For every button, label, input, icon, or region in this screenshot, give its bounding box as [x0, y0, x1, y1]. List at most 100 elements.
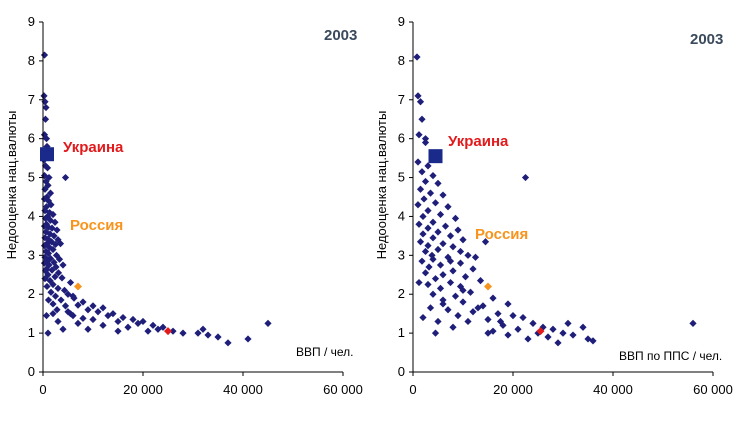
right-data-point: [509, 312, 517, 320]
right-x-ticks: 0 20 000 40 000 60 000: [409, 372, 733, 397]
left-x-tick-label: 20 000: [123, 382, 163, 397]
left-data-point: [49, 245, 57, 254]
right-data-point: [439, 191, 447, 199]
left-data-point: [244, 335, 252, 343]
left-y-axis-label: Недооценка нац.валюты: [4, 111, 19, 260]
left-data-point: [129, 315, 137, 324]
right-data-point: [464, 317, 472, 326]
left-data-point: [79, 298, 87, 306]
right-y-axis-label: Недооценка нац.валюты: [374, 111, 389, 260]
left-y-tick-label: 2: [28, 286, 35, 301]
right-data-point: [414, 158, 422, 166]
right-data-point: [439, 296, 447, 304]
left-data-point: [79, 314, 87, 322]
right-data-point: [425, 263, 433, 271]
right-data-point: [474, 304, 482, 312]
left-data-point: [43, 257, 52, 265]
left-data-point: [66, 278, 75, 287]
left-data-point: [69, 312, 77, 320]
left-data-point: [59, 261, 67, 269]
left-ukraine-point: [40, 147, 54, 162]
right-y-tick-label: 1: [398, 325, 405, 340]
right-data-point: [439, 300, 447, 308]
right-points: [413, 53, 697, 347]
left-points: [40, 51, 272, 347]
right-data-point: [424, 242, 432, 250]
left-data-point: [69, 292, 77, 300]
left-data-point: [49, 280, 57, 289]
right-data-point: [529, 319, 537, 327]
left-data-point: [41, 267, 50, 275]
left-data-point: [89, 302, 97, 310]
left-x-axis-label: ВВП / чел.: [296, 345, 354, 359]
right-data-point: [416, 185, 425, 193]
left-data-point: [84, 325, 92, 333]
left-russia-point: [74, 282, 82, 291]
right-data-point: [431, 275, 440, 283]
right-data-point: [459, 286, 467, 294]
left-data-point: [42, 312, 51, 320]
left-data-point: [99, 304, 107, 312]
left-ukraine-label: Украина: [63, 139, 124, 156]
left-data-point: [179, 329, 187, 337]
right-data-point: [441, 222, 450, 230]
right-data-point: [418, 257, 426, 265]
right-y-tick-label: 5: [398, 170, 405, 185]
right-data-point: [559, 329, 567, 337]
right-x-axis-label: ВВП по ППС / чел.: [619, 349, 722, 363]
right-data-point: [514, 325, 522, 333]
left-data-point: [44, 296, 53, 304]
left-data-point: [84, 306, 92, 314]
left-data-point: [61, 173, 70, 182]
right-y-ticks: 0 1 2 3 4 5 6 7 8 9: [398, 14, 413, 379]
chart-right: 0 1 2 3 4 5 6 7 8 9 0 20 000 40 000 60 000 Недооценк…: [374, 14, 733, 397]
right-data-point: [429, 234, 437, 242]
left-data-point: [119, 313, 127, 322]
left-data-point: [40, 92, 48, 100]
left-data-point: [50, 232, 58, 240]
right-data-point: [414, 92, 422, 100]
left-data-point: [264, 319, 272, 327]
right-data-point: [418, 168, 426, 176]
left-y-tick-label: 6: [28, 131, 35, 146]
left-x-tick-label: 0: [39, 382, 46, 397]
left-x-ticks: 0 20 000 40 000 60 000: [39, 372, 363, 397]
left-data-point: [41, 98, 49, 106]
right-data-point: [428, 251, 436, 259]
right-data-point: [415, 220, 423, 228]
left-data-point: [74, 319, 82, 327]
left-data-point: [124, 323, 132, 331]
right-y-tick-label: 0: [398, 364, 405, 379]
left-x-tick-label: 40 000: [223, 382, 263, 397]
right-data-point: [426, 304, 435, 312]
right-data-point: [689, 319, 697, 327]
right-data-point: [504, 300, 512, 308]
left-data-point: [44, 329, 52, 337]
left-y-tick-label: 9: [28, 14, 35, 29]
left-data-point: [58, 274, 66, 282]
left-data-point: [114, 317, 122, 326]
right-data-point: [414, 201, 422, 209]
right-data-point: [434, 245, 442, 254]
right-data-point: [544, 333, 552, 341]
right-data-point: [489, 294, 497, 302]
right-data-point: [431, 199, 440, 207]
right-data-point: [431, 329, 440, 337]
right-data-point: [429, 172, 437, 180]
right-data-point: [469, 308, 477, 316]
left-data-point: [74, 301, 82, 309]
right-russia-label: Россия: [475, 226, 528, 243]
right-y-tick-label: 9: [398, 14, 405, 29]
right-data-point: [434, 228, 442, 236]
right-y-tick-label: 6: [398, 131, 405, 146]
right-data-point: [466, 288, 475, 296]
right-data-point: [449, 267, 457, 275]
left-data-point: [42, 135, 51, 143]
right-x-tick-label: 40 000: [593, 382, 633, 397]
right-data-point: [436, 284, 445, 292]
right-data-point: [421, 135, 430, 143]
right-data-point: [419, 212, 427, 221]
left-data-point: [43, 282, 51, 291]
left-data-point: [144, 327, 152, 335]
